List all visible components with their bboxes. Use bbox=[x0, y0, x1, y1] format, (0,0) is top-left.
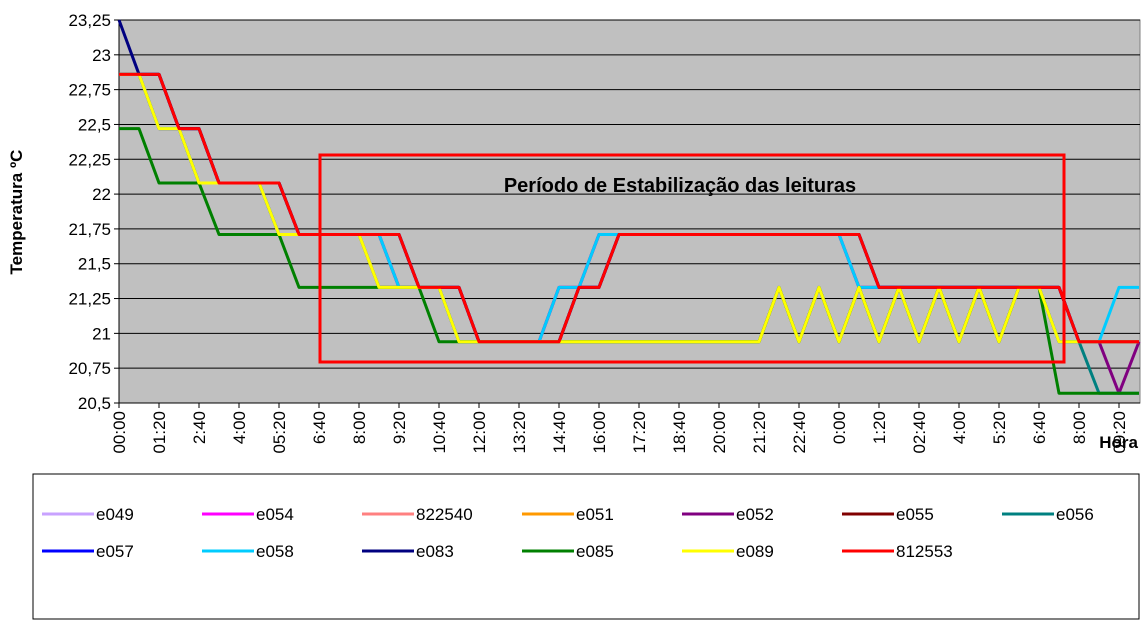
x-axis-title: Hora bbox=[1099, 433, 1138, 452]
y-tick-label: 23 bbox=[92, 46, 111, 65]
x-tick-label: 14:40 bbox=[550, 411, 569, 454]
y-tick-label: 21,25 bbox=[68, 290, 111, 309]
y-tick-label: 22,5 bbox=[78, 115, 111, 134]
x-tick-label: 21:20 bbox=[750, 411, 769, 454]
x-tick-label: 02:40 bbox=[910, 411, 929, 454]
series-line bbox=[119, 72, 1139, 344]
legend-label: e051 bbox=[576, 505, 614, 524]
legend-label: e052 bbox=[736, 505, 774, 524]
x-tick-label: 10:40 bbox=[430, 411, 449, 454]
legend-label: 822540 bbox=[416, 505, 473, 524]
x-tick-label: 4:00 bbox=[950, 411, 969, 444]
y-tick-label: 21 bbox=[92, 324, 111, 343]
legend-label: e049 bbox=[96, 505, 134, 524]
y-tick-label: 21,75 bbox=[68, 220, 111, 239]
x-tick-label: 13:20 bbox=[510, 411, 529, 454]
y-tick-label: 22,25 bbox=[68, 150, 111, 169]
x-tick-label: 9:20 bbox=[390, 411, 409, 444]
y-tick-label: 20,75 bbox=[68, 359, 111, 378]
y-tick-label: 20,5 bbox=[78, 394, 111, 413]
x-tick-label: 6:40 bbox=[1030, 411, 1049, 444]
y-tick-label: 23,25 bbox=[68, 11, 111, 30]
y-tick-label: 22 bbox=[92, 185, 111, 204]
annotation-box bbox=[318, 153, 1066, 364]
y-axis-title: Temperatura ºC bbox=[7, 150, 26, 275]
legend-label: e085 bbox=[576, 542, 614, 561]
x-tick-label: 0:00 bbox=[830, 411, 849, 444]
y-tick-label: 22,75 bbox=[68, 81, 111, 100]
x-tick-label: 22:40 bbox=[790, 411, 809, 454]
series-line bbox=[119, 72, 1139, 344]
annotation: Período de Estabilização das leituras bbox=[504, 175, 856, 197]
x-tick-label: 8:00 bbox=[1070, 411, 1089, 444]
legend-label: e058 bbox=[256, 542, 294, 561]
legend-label: 812553 bbox=[896, 542, 953, 561]
x-tick-label: 09:20 bbox=[1110, 411, 1129, 454]
x-tick-label: 4:00 bbox=[230, 411, 249, 444]
x-tick-label: 5:20 bbox=[990, 411, 1009, 444]
y-tick-label: 21,5 bbox=[78, 255, 111, 274]
x-tick-label: 6:40 bbox=[310, 411, 329, 444]
x-tick-label: 17:20 bbox=[630, 411, 649, 454]
x-tick-label: 20:00 bbox=[710, 411, 729, 454]
plot-area bbox=[118, 19, 1141, 404]
legend-label: e083 bbox=[416, 542, 454, 561]
x-tick-label: 16:00 bbox=[590, 411, 609, 454]
legend-label: e057 bbox=[96, 542, 134, 561]
x-tick-label: 01:20 bbox=[150, 411, 169, 454]
legend-label: e056 bbox=[1056, 505, 1094, 524]
x-tick-label: 2:40 bbox=[190, 411, 209, 444]
x-tick-label: 00:00 bbox=[110, 411, 129, 454]
x-tick-label: 8:00 bbox=[350, 411, 369, 444]
legend-label: e054 bbox=[256, 505, 294, 524]
x-tick-label: 18:40 bbox=[670, 411, 689, 454]
x-tick-label: 05:20 bbox=[270, 411, 289, 454]
legend-box bbox=[32, 473, 1140, 620]
x-tick-label: 1:20 bbox=[870, 411, 889, 444]
x-tick-label: 12:00 bbox=[470, 411, 489, 454]
legend-label: e055 bbox=[896, 505, 934, 524]
legend-label: e089 bbox=[736, 542, 774, 561]
